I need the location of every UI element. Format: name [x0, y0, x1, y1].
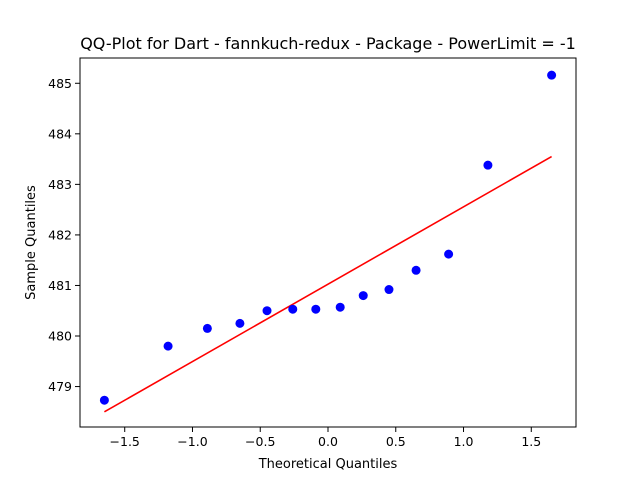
data-point: [411, 265, 421, 275]
y-tick-label: 482: [48, 227, 72, 242]
x-tick-label: −1.0: [177, 434, 207, 449]
data-point: [483, 160, 493, 170]
x-tick-label: −0.5: [245, 434, 275, 449]
y-tick-label: 479: [48, 379, 72, 394]
data-point: [547, 70, 557, 80]
y-tick-label: 480: [48, 329, 72, 344]
y-axis: 479 480 481 482 483 484 485: [48, 76, 80, 394]
data-point: [311, 304, 321, 314]
y-tick-label: 481: [48, 278, 72, 293]
y-tick-label: 483: [48, 177, 72, 192]
x-tick-label: −1.5: [110, 434, 140, 449]
data-point: [99, 395, 109, 405]
y-tick-label: 485: [48, 76, 72, 91]
data-point: [288, 304, 298, 314]
reference-line: [103, 155, 553, 413]
data-point: [358, 291, 368, 301]
chart-title: QQ-Plot for Dart - fannkuch-redux - Pack…: [80, 34, 576, 53]
data-point: [235, 318, 245, 328]
data-point: [262, 306, 272, 316]
y-axis-label: Sample Quantiles: [24, 185, 39, 300]
data-point: [202, 323, 212, 333]
data-point: [163, 341, 173, 351]
y-tick-label: 484: [48, 126, 72, 141]
x-tick-label: 0.0: [318, 434, 338, 449]
x-tick-label: 0.5: [386, 434, 406, 449]
x-tick-label: 1.5: [521, 434, 541, 449]
data-point: [335, 302, 345, 312]
data-point: [384, 285, 394, 295]
x-axis-label: Theoretical Quantiles: [258, 457, 398, 472]
data-marks: [99, 70, 557, 413]
x-tick-label: 1.0: [454, 434, 474, 449]
x-axis: −1.5 −1.0 −0.5 0.0 0.5 1.0 1.5: [110, 427, 541, 449]
data-point: [444, 249, 454, 259]
